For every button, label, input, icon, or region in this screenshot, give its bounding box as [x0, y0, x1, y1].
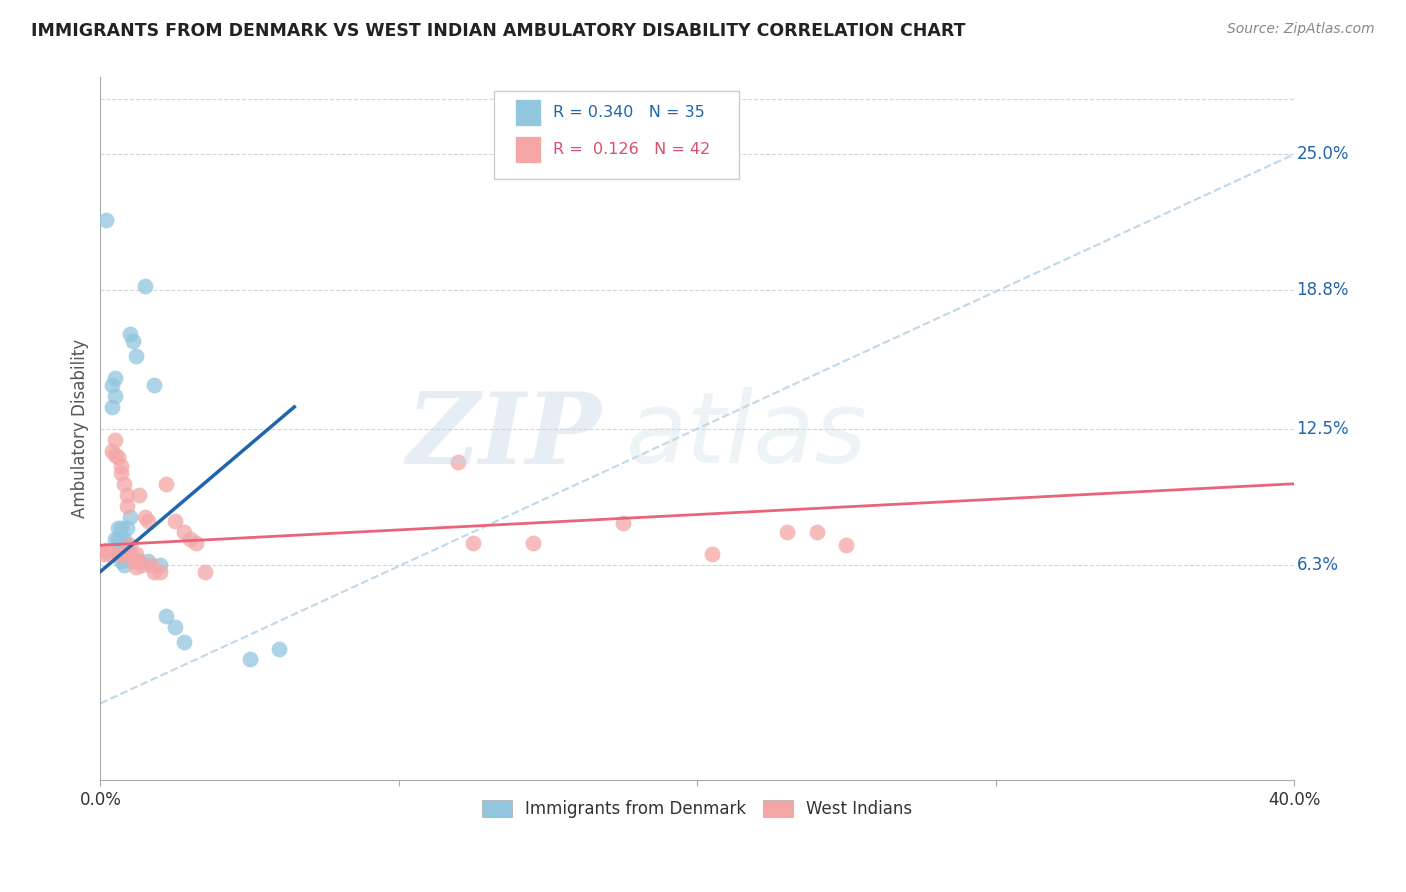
Point [136, 554, 159, 568]
Point [110, 554, 132, 568]
Point [128, 554, 150, 568]
Text: R =  0.126   N = 42: R = 0.126 N = 42 [553, 143, 710, 157]
Point [112, 476, 135, 491]
Point [776, 525, 799, 540]
Point [700, 547, 723, 561]
Point [131, 558, 153, 572]
Point [194, 565, 217, 579]
Point [463, 536, 485, 550]
Point [104, 433, 127, 447]
Point [128, 554, 150, 568]
Point [120, 547, 142, 561]
Text: 18.8%: 18.8% [1296, 282, 1348, 300]
Point [238, 652, 260, 666]
Point [143, 565, 166, 579]
Point [835, 538, 858, 552]
Point [110, 542, 132, 557]
Point [104, 532, 127, 546]
Legend: Immigrants from Denmark, West Indians: Immigrants from Denmark, West Indians [475, 793, 920, 825]
Point [149, 565, 172, 579]
Point [115, 499, 138, 513]
Bar [515, 136, 541, 163]
Point [806, 525, 828, 540]
Y-axis label: Ambulatory Disability: Ambulatory Disability [72, 339, 89, 518]
Point [104, 448, 127, 462]
Point [184, 536, 207, 550]
Point [125, 350, 148, 364]
Point [155, 476, 177, 491]
Point [122, 554, 145, 568]
Point [179, 532, 201, 546]
Point [163, 619, 186, 633]
Point [107, 532, 129, 546]
Text: R = 0.340   N = 35: R = 0.340 N = 35 [553, 105, 704, 120]
Point [112, 558, 135, 572]
Point [139, 558, 162, 572]
Point [96, 542, 118, 557]
Point [107, 547, 129, 561]
Point [101, 443, 124, 458]
Point [104, 389, 127, 403]
Point [101, 378, 124, 392]
Point [110, 466, 132, 480]
Point [112, 547, 135, 561]
Point [173, 635, 195, 649]
Point [173, 525, 195, 540]
Point [112, 532, 135, 546]
Point [91, 547, 114, 561]
Point [107, 521, 129, 535]
Point [125, 560, 148, 574]
Point [120, 538, 142, 552]
Point [115, 521, 138, 535]
Point [110, 521, 132, 535]
Point [107, 547, 129, 561]
Text: atlas: atlas [626, 387, 868, 484]
Text: 6.3%: 6.3% [1296, 556, 1339, 574]
Point [163, 514, 186, 528]
Point [115, 488, 138, 502]
Point [120, 327, 142, 342]
Point [115, 538, 138, 552]
Point [122, 334, 145, 348]
Text: ZIP: ZIP [406, 388, 602, 484]
Point [134, 509, 156, 524]
Point [522, 536, 544, 550]
Text: Source: ZipAtlas.com: Source: ZipAtlas.com [1227, 22, 1375, 37]
Text: 25.0%: 25.0% [1296, 145, 1348, 163]
Point [128, 488, 150, 502]
Point [612, 516, 634, 531]
Point [269, 641, 291, 656]
Point [107, 538, 129, 552]
Point [143, 378, 166, 392]
Point [112, 542, 135, 557]
Point [107, 450, 129, 465]
Bar [515, 99, 541, 126]
Point [120, 509, 142, 524]
Point [101, 400, 124, 414]
Text: IMMIGRANTS FROM DENMARK VS WEST INDIAN AMBULATORY DISABILITY CORRELATION CHART: IMMIGRANTS FROM DENMARK VS WEST INDIAN A… [31, 22, 966, 40]
Point [136, 514, 159, 528]
Point [110, 547, 132, 561]
Point [110, 532, 132, 546]
Point [96, 213, 118, 227]
Point [98, 547, 121, 561]
Point [112, 547, 135, 561]
Point [149, 558, 172, 572]
FancyBboxPatch shape [495, 92, 740, 179]
Point [110, 547, 132, 561]
Point [447, 455, 470, 469]
Point [134, 279, 156, 293]
Point [104, 371, 127, 385]
Point [125, 547, 148, 561]
Point [110, 459, 132, 474]
Text: 12.5%: 12.5% [1296, 420, 1348, 438]
Point [155, 608, 177, 623]
